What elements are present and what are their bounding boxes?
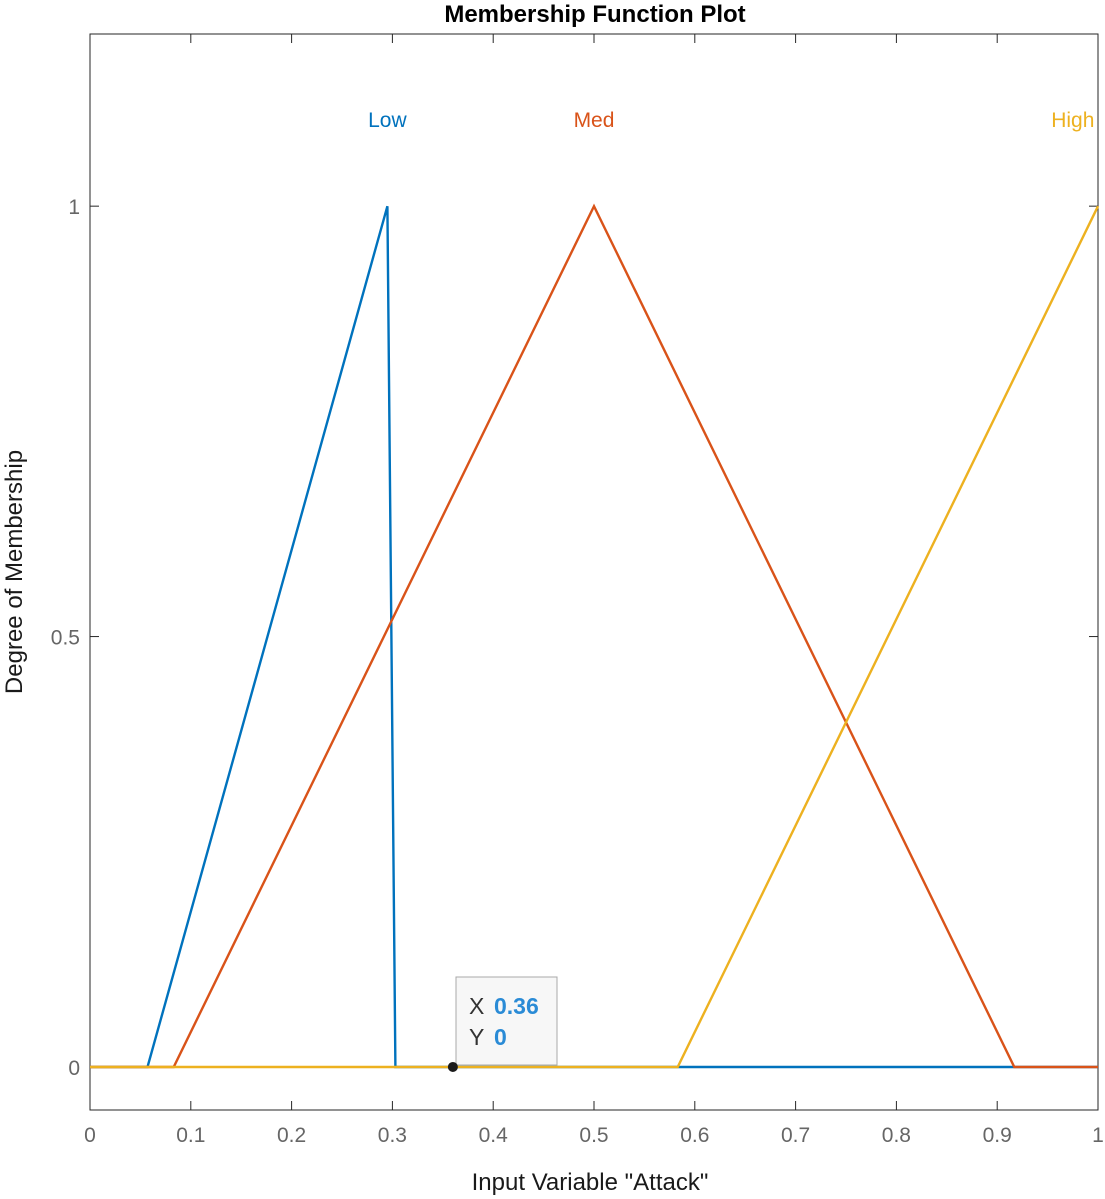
x-tick-label: 0.3 (378, 1124, 407, 1147)
y-axis-label: Degree of Membership (1, 450, 28, 694)
x-tick-label: 0.5 (579, 1124, 608, 1147)
chart-title: Membership Function Plot (444, 1, 745, 28)
x-tick-label: 0.1 (176, 1124, 205, 1147)
y-tick-label: 0 (68, 1057, 80, 1080)
datatip-y-value: 0 (494, 1024, 507, 1050)
datatip-y-label: Y (469, 1024, 484, 1050)
x-tick-label: 0.7 (781, 1124, 810, 1147)
series-label-high: High (1051, 109, 1094, 132)
x-tick-label: 0.2 (277, 1124, 306, 1147)
x-tick-label: 0 (84, 1124, 96, 1147)
axes-box (89, 33, 1099, 1111)
axis-ticks: 0 0.1 0.2 0.3 0.4 0.5 0.6 0.7 0.8 0.9 1 0 0.5 1 (51, 34, 1104, 1147)
datatip-x-label: X (469, 993, 484, 1019)
series-labels: Low Med High (368, 109, 1094, 132)
x-tick-label: 0.8 (882, 1124, 911, 1147)
datatip-box (455, 976, 558, 1066)
series-label-low: Low (368, 109, 407, 132)
y-tick-label: 1 (68, 196, 80, 219)
series-line-high (90, 205, 1100, 1069)
y-tick-label: 0.5 (51, 627, 80, 650)
datatip[interactable]: X 0.36 Y 0 (447, 976, 558, 1072)
x-tick-label: 0.6 (680, 1124, 709, 1147)
x-tick-label: 0.9 (983, 1124, 1012, 1147)
x-tick-label: 1 (1092, 1124, 1104, 1147)
datatip-marker[interactable] (447, 1061, 458, 1072)
x-axis-label: Input Variable "Attack" (472, 1169, 709, 1196)
x-tick-label: 0.4 (479, 1124, 509, 1147)
datatip-x-value: 0.36 (494, 993, 539, 1019)
series-layer (90, 203, 1100, 1069)
series-label-med: Med (574, 109, 615, 132)
